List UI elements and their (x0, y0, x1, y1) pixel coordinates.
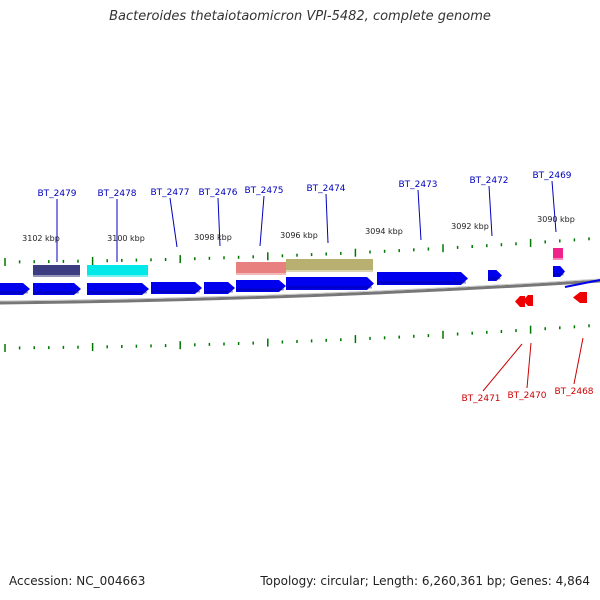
label-leader-line (551, 180, 557, 233)
feature-box-bt-2469 (553, 248, 563, 260)
gene-arrow-bt-2474 (286, 277, 374, 290)
gene-labels: BT_2479 BT_2478 BT_2477 BT_2476 BT_2475 BT_24… (37, 171, 593, 404)
forward-strand-ticks (4, 237, 590, 266)
gene-arrow-bt-2470 (523, 295, 533, 306)
feature-box-bt-2478 (87, 265, 148, 277)
coordinate-label: 3090 kbp (537, 215, 575, 224)
gene-label-bt-2468: BT_2468 (554, 387, 593, 397)
label-leader-line (573, 337, 584, 385)
gene-arrow-bt-2478 (87, 283, 149, 295)
gene-arrow-bt-2475 (236, 280, 286, 292)
feature-box-bt-2474 (286, 259, 373, 272)
feature-box-bt-2475 (236, 262, 286, 275)
label-leader-line (169, 197, 178, 248)
genome-backbone-highlight (0, 278, 600, 302)
coordinate-label: 3100 kbp (107, 234, 145, 243)
gene-label-bt-2475: BT_2475 (244, 186, 283, 196)
gene-arrows (0, 266, 600, 307)
feature-box-shade (553, 258, 563, 260)
gene-arrow-bt-2479 (33, 283, 81, 295)
gene-arrow-bt-2468 (573, 292, 587, 303)
gene-label-bt-2478: BT_2478 (97, 189, 136, 199)
gene-arrow-bt-2477 (151, 282, 202, 294)
gene-label-bt-2477: BT_2477 (150, 188, 189, 198)
gene-label-bt-2476: BT_2476 (198, 188, 237, 198)
gene-label-bt-2471: BT_2471 (461, 394, 500, 404)
gene-label-bt-2469: BT_2469 (532, 171, 571, 181)
feature-box-bt-2479 (33, 265, 80, 277)
map-title: Bacteroides thetaiotaomicron VPI-5482, c… (109, 9, 491, 24)
label-leader-line (417, 189, 422, 241)
gene-arrow-bt-2473 (377, 272, 468, 285)
label-leader-line (482, 343, 523, 392)
coordinate-label: 3092 kbp (451, 222, 489, 231)
label-leader-line (325, 193, 329, 244)
feature-box-shade (87, 275, 148, 277)
feature-box-shade (286, 270, 373, 272)
coordinate-label: 3096 kbp (280, 231, 318, 240)
gene-arrow-bt-2476 (204, 282, 235, 294)
gene-label-bt-2470: BT_2470 (507, 391, 546, 401)
coordinate-label: 3094 kbp (365, 227, 403, 236)
label-leader-line (259, 195, 265, 247)
gene-label-bt-2472: BT_2472 (469, 176, 508, 186)
gene-arrow-bt-2469 (553, 266, 565, 277)
label-leader-line (217, 197, 221, 247)
gene-label-bt-2479: BT_2479 (37, 189, 76, 199)
gene-arrow-edge (564, 279, 600, 288)
feature-box-shade (33, 275, 80, 277)
gene-label-bt-2474: BT_2474 (306, 184, 345, 194)
gene-label-bt-2473: BT_2473 (398, 180, 437, 190)
gene-arrow-partial (0, 283, 30, 295)
genome-backbone (0, 279, 600, 305)
gene-arrow-bt-2471 (515, 296, 525, 307)
label-leader-line (526, 342, 532, 389)
accession-text: Accession: NC_004663 (9, 574, 146, 588)
label-leader-line (488, 185, 493, 237)
feature-boxes (33, 248, 563, 277)
feature-box-shade (236, 273, 286, 275)
coordinate-label: 3102 kbp (22, 234, 60, 243)
genome-summary-text: Topology: circular; Length: 6,260,361 bp… (260, 574, 590, 588)
gene-arrow-bt-2472 (488, 270, 502, 281)
coordinate-labels: 3102 kbp 3100 kbp 3098 kbp 3096 kbp 3094 kbp… (22, 215, 575, 243)
coordinate-label: 3098 kbp (194, 233, 232, 242)
reverse-strand-ticks (4, 324, 590, 352)
